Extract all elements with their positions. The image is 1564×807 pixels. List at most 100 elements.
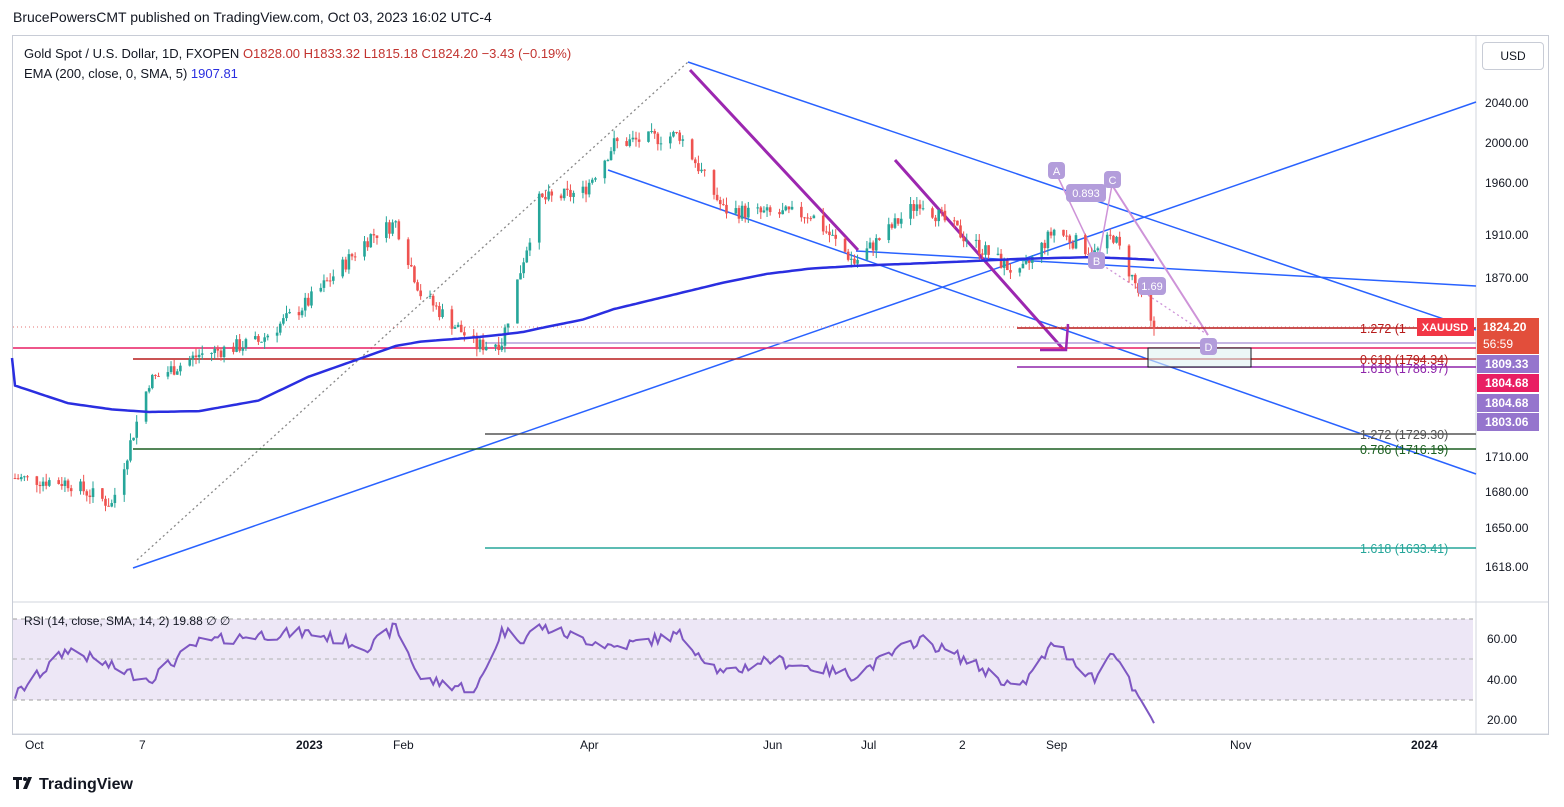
candle-up	[856, 259, 859, 264]
candle-up	[681, 139, 685, 141]
price-tick: 2000.00	[1485, 136, 1529, 150]
candle-up	[169, 366, 173, 373]
candle-up	[547, 191, 550, 200]
candle-down	[397, 221, 401, 240]
candle-up	[522, 262, 525, 274]
candle-down	[890, 224, 894, 228]
pattern-point-b[interactable]: B	[1088, 252, 1105, 269]
candle-down	[800, 206, 803, 218]
candle-down	[38, 484, 42, 487]
svg-text:1809.33: 1809.33	[1485, 357, 1529, 371]
candle-up	[893, 218, 897, 228]
candle-up	[603, 160, 607, 179]
candle-down	[472, 335, 476, 337]
candle-up	[747, 207, 750, 218]
candle-down	[637, 139, 641, 142]
price-tick: 1680.00	[1485, 485, 1529, 499]
candle-down	[952, 220, 956, 222]
candle-down	[803, 217, 806, 219]
candle-down	[1127, 245, 1131, 277]
candle-down	[871, 242, 875, 251]
price-axis[interactable]: 2040.00 2000.00 1960.00 1910.00 1870.00 …	[1485, 96, 1529, 574]
candle-down	[475, 335, 479, 350]
candle-down	[438, 306, 441, 318]
rsi-axis[interactable]: 60.00 40.00 20.00	[1487, 632, 1517, 727]
candle-up	[222, 346, 226, 358]
currency-button[interactable]: USD	[1482, 42, 1544, 70]
candle-up	[631, 137, 635, 140]
candle-up	[166, 372, 170, 377]
price-tag-1809: 1809.33	[1477, 355, 1539, 373]
candle-down	[366, 241, 369, 248]
candle-up	[441, 309, 444, 318]
tradingview-branding[interactable]: TradingView	[13, 776, 133, 794]
candle-down	[1084, 235, 1087, 255]
pattern-line-cd	[1111, 184, 1209, 336]
candle-up	[200, 353, 204, 355]
candle-up	[213, 348, 217, 353]
pattern-line-bc	[1097, 184, 1113, 263]
candle-down	[154, 374, 157, 376]
candle-down	[107, 505, 110, 507]
candle-down	[350, 254, 354, 257]
pattern-point-d[interactable]: D	[1200, 338, 1217, 355]
low-value: L1815.18	[363, 46, 418, 61]
pattern-ratio-1: 0.893	[1066, 184, 1106, 202]
candle-up	[113, 494, 117, 504]
price-tick: 2040.00	[1485, 96, 1529, 110]
candle-up	[572, 192, 575, 197]
candle-up	[1052, 229, 1056, 236]
candle-down	[584, 186, 588, 195]
candle-up	[500, 345, 504, 351]
candle-down	[481, 339, 485, 351]
candle-up	[984, 245, 987, 255]
time-axis[interactable]: Oct 7 2023 Feb Apr Jun Jul 2 Sep Nov 202…	[25, 738, 1438, 752]
candle-down	[1006, 259, 1009, 271]
svg-text:1804.68: 1804.68	[1485, 376, 1529, 390]
candle-up	[310, 291, 313, 306]
candle-down	[943, 210, 947, 221]
candles-group	[13, 123, 1156, 512]
candle-down	[216, 348, 220, 351]
candle-up	[260, 341, 263, 343]
svg-text:C: C	[1109, 175, 1117, 187]
candle-down	[821, 215, 825, 232]
time-tick: Apr	[580, 738, 599, 752]
candle-down	[419, 290, 422, 297]
candle-down	[157, 375, 160, 377]
candle-down	[778, 212, 781, 215]
purple-diagonal-1	[688, 68, 860, 252]
candle-up	[537, 193, 541, 243]
ema-value: 1907.81	[190, 66, 238, 81]
rsi-tick: 20.00	[1487, 713, 1517, 727]
candle-up	[1018, 268, 1022, 273]
candle-up	[628, 139, 632, 146]
candle-down	[459, 324, 463, 333]
candle-down	[101, 488, 104, 499]
price-tick: 1870.00	[1485, 271, 1529, 285]
candle-up	[659, 143, 663, 145]
candle-down	[13, 478, 17, 479]
candle-up	[650, 131, 653, 133]
candle-down	[615, 138, 619, 142]
candle-up	[1046, 231, 1050, 249]
candle-up	[331, 276, 335, 281]
candle-up	[503, 327, 507, 346]
candle-down	[1149, 293, 1153, 321]
candle-up	[175, 371, 179, 375]
pattern-point-a[interactable]: A	[1048, 162, 1065, 179]
candle-down	[1109, 234, 1112, 236]
candle-down	[434, 305, 438, 307]
candle-up	[996, 253, 1000, 255]
svg-text:1.69: 1.69	[1141, 281, 1162, 293]
candle-up	[812, 215, 816, 219]
candle-down	[388, 222, 391, 234]
pattern-point-c[interactable]: C	[1104, 171, 1121, 188]
candle-up	[282, 318, 285, 324]
price-tick: 1960.00	[1485, 176, 1529, 190]
candle-up	[915, 204, 919, 211]
candle-up	[263, 337, 266, 342]
candle-down	[66, 480, 70, 489]
candle-up	[494, 344, 497, 347]
